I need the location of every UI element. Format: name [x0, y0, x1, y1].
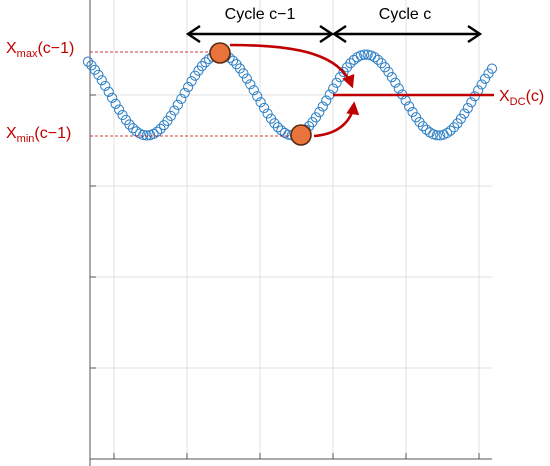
signal-sample-point	[417, 121, 429, 132]
signal-sample-point	[331, 77, 342, 88]
signal-sample-point	[245, 79, 256, 90]
signal-sample-point	[169, 105, 180, 116]
axis-ticks	[90, 94, 480, 459]
signal-sample-point	[369, 52, 380, 63]
grid-lines	[90, 0, 492, 459]
signal-sample-point	[345, 58, 356, 69]
signal-sample-point	[148, 128, 159, 139]
xmin-marker	[290, 124, 312, 146]
signal-sample-point	[272, 122, 284, 133]
signal-sample-point	[431, 130, 442, 141]
cycle-current-arrow	[331, 25, 483, 43]
signal-sample-point	[176, 93, 187, 105]
signal-sample-point	[486, 63, 498, 74]
signal-sample-point	[435, 130, 446, 141]
xmax-label-base: X	[6, 40, 17, 57]
signal-sample-point	[469, 91, 480, 102]
signal-sample-point	[393, 83, 404, 94]
signal-sample-point	[310, 112, 321, 123]
signal-sample-point	[110, 98, 121, 109]
signal-sample-point	[479, 73, 491, 84]
signal-sample-point	[165, 110, 176, 122]
signal-sample-point	[317, 101, 328, 112]
signal-sample-point	[248, 85, 259, 96]
xmax-marker	[209, 42, 231, 64]
signal-sample-point	[155, 123, 166, 134]
signal-sample-point	[103, 86, 114, 98]
xdc-label-arg: (c)	[526, 88, 545, 105]
signal-sample-point	[390, 77, 401, 88]
signal-sample-point	[442, 127, 453, 139]
signal-sample-point	[407, 106, 418, 118]
signal-sample-point	[421, 124, 432, 135]
xmin-to-dc-arrow	[313, 101, 360, 138]
signal-sample-point	[138, 129, 149, 141]
signal-sample-point	[186, 76, 197, 87]
signal-sample-point	[227, 55, 239, 66]
signal-sample-point	[462, 103, 473, 114]
signal-sample-point	[455, 113, 467, 124]
signal-sample-point	[117, 109, 128, 121]
signal-sample-point	[200, 57, 211, 68]
signal-sample-point	[183, 81, 194, 93]
signal-sample-point	[141, 130, 152, 141]
signal-sample-point	[448, 122, 460, 133]
signal-sample-point	[113, 104, 125, 115]
signal-sample-point	[386, 72, 397, 83]
signal-sample-point	[179, 87, 190, 99]
signal-sample-point	[238, 68, 249, 79]
signal-sample-point	[255, 97, 266, 108]
signal-sample-point	[269, 118, 280, 129]
signal-sample-point	[262, 108, 273, 119]
cycle-current-label: Cycle c	[379, 6, 431, 23]
signal-sample-point	[404, 101, 415, 112]
signal-sample-point	[82, 56, 94, 67]
xmax-to-dc-arrow	[229, 43, 355, 89]
signal-sample-point	[314, 107, 325, 118]
signal-sample-point	[124, 119, 135, 130]
xmin-label-sub: min	[17, 133, 35, 145]
cycle-prev-label: Cycle c−1	[225, 6, 296, 23]
xmin-label-base: X	[6, 125, 17, 142]
signal-sample-point	[189, 70, 201, 81]
signal-sample-point	[383, 66, 394, 78]
signal-sample-point	[252, 91, 263, 102]
signal-sample-point	[476, 79, 487, 90]
signal-sample-point	[96, 75, 107, 86]
xmax-label: Xmax(c−1)	[6, 40, 74, 60]
signal-sample-point	[89, 64, 101, 75]
signal-sample-point	[93, 69, 104, 80]
signal-sample-point	[466, 97, 477, 108]
signal-sample-point	[459, 108, 470, 119]
signal-sample-point	[259, 102, 270, 114]
xdc-label-base: X	[499, 88, 510, 105]
signal-sample-point	[241, 73, 252, 84]
signal-sample-point	[359, 49, 370, 60]
signal-sample-point	[107, 92, 118, 104]
signal-sample-point	[321, 95, 332, 106]
xmax-label-sub: max	[17, 48, 38, 60]
xmin-label: Xmin(c−1)	[6, 125, 71, 145]
xmax-label-arg: (c−1)	[37, 40, 74, 57]
xdc-label-sub: DC	[510, 96, 526, 108]
signal-sample-point	[172, 99, 183, 110]
signal-sample-point	[100, 80, 111, 92]
signal-sample-point	[445, 125, 456, 136]
signal-sample-point	[372, 54, 384, 65]
signal-sample-point	[127, 123, 138, 134]
xdc-label: XDC(c)	[499, 88, 544, 108]
signal-sample-point	[196, 61, 208, 72]
xmin-label-arg: (c−1)	[34, 125, 71, 142]
signal-sample-point	[328, 83, 339, 94]
